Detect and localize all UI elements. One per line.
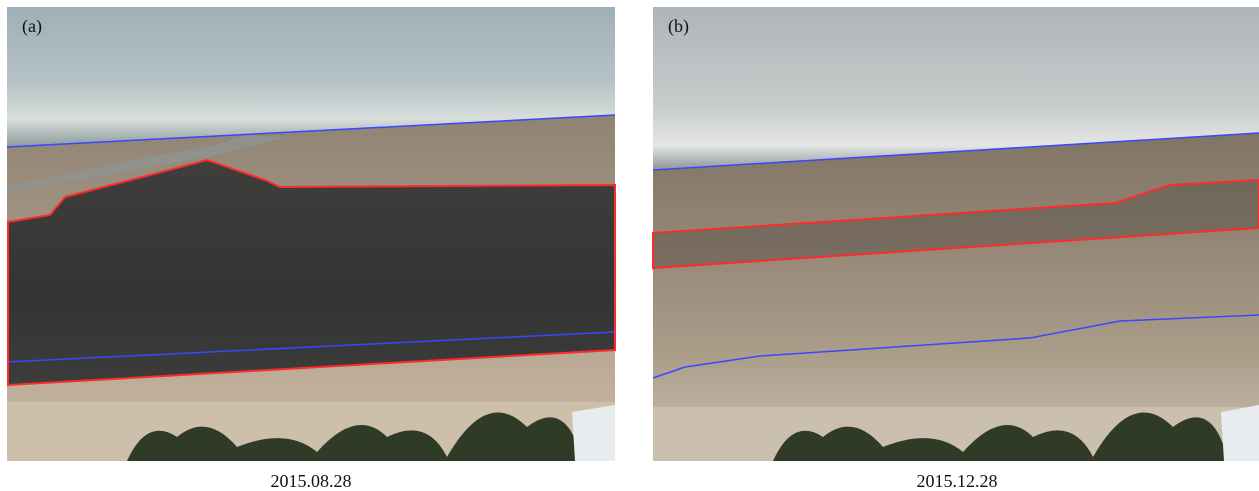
panel-label: (a) — [22, 16, 42, 37]
panel-label: (b) — [668, 16, 689, 37]
caption: 2015.12.28 — [917, 471, 998, 491]
figure: (a) (b) 2015.08.28 2015.12.28 — [0, 0, 1259, 491]
panel-b: (b) — [653, 7, 1259, 461]
caption: 2015.08.28 — [271, 471, 352, 491]
panel-a: (a) — [7, 7, 615, 461]
page: (a) (b) 2015.08.28 2015.12.28 (() => { c… — [0, 0, 1259, 491]
structure — [1221, 405, 1259, 461]
structure — [572, 405, 615, 461]
dark-deposit — [8, 160, 615, 385]
